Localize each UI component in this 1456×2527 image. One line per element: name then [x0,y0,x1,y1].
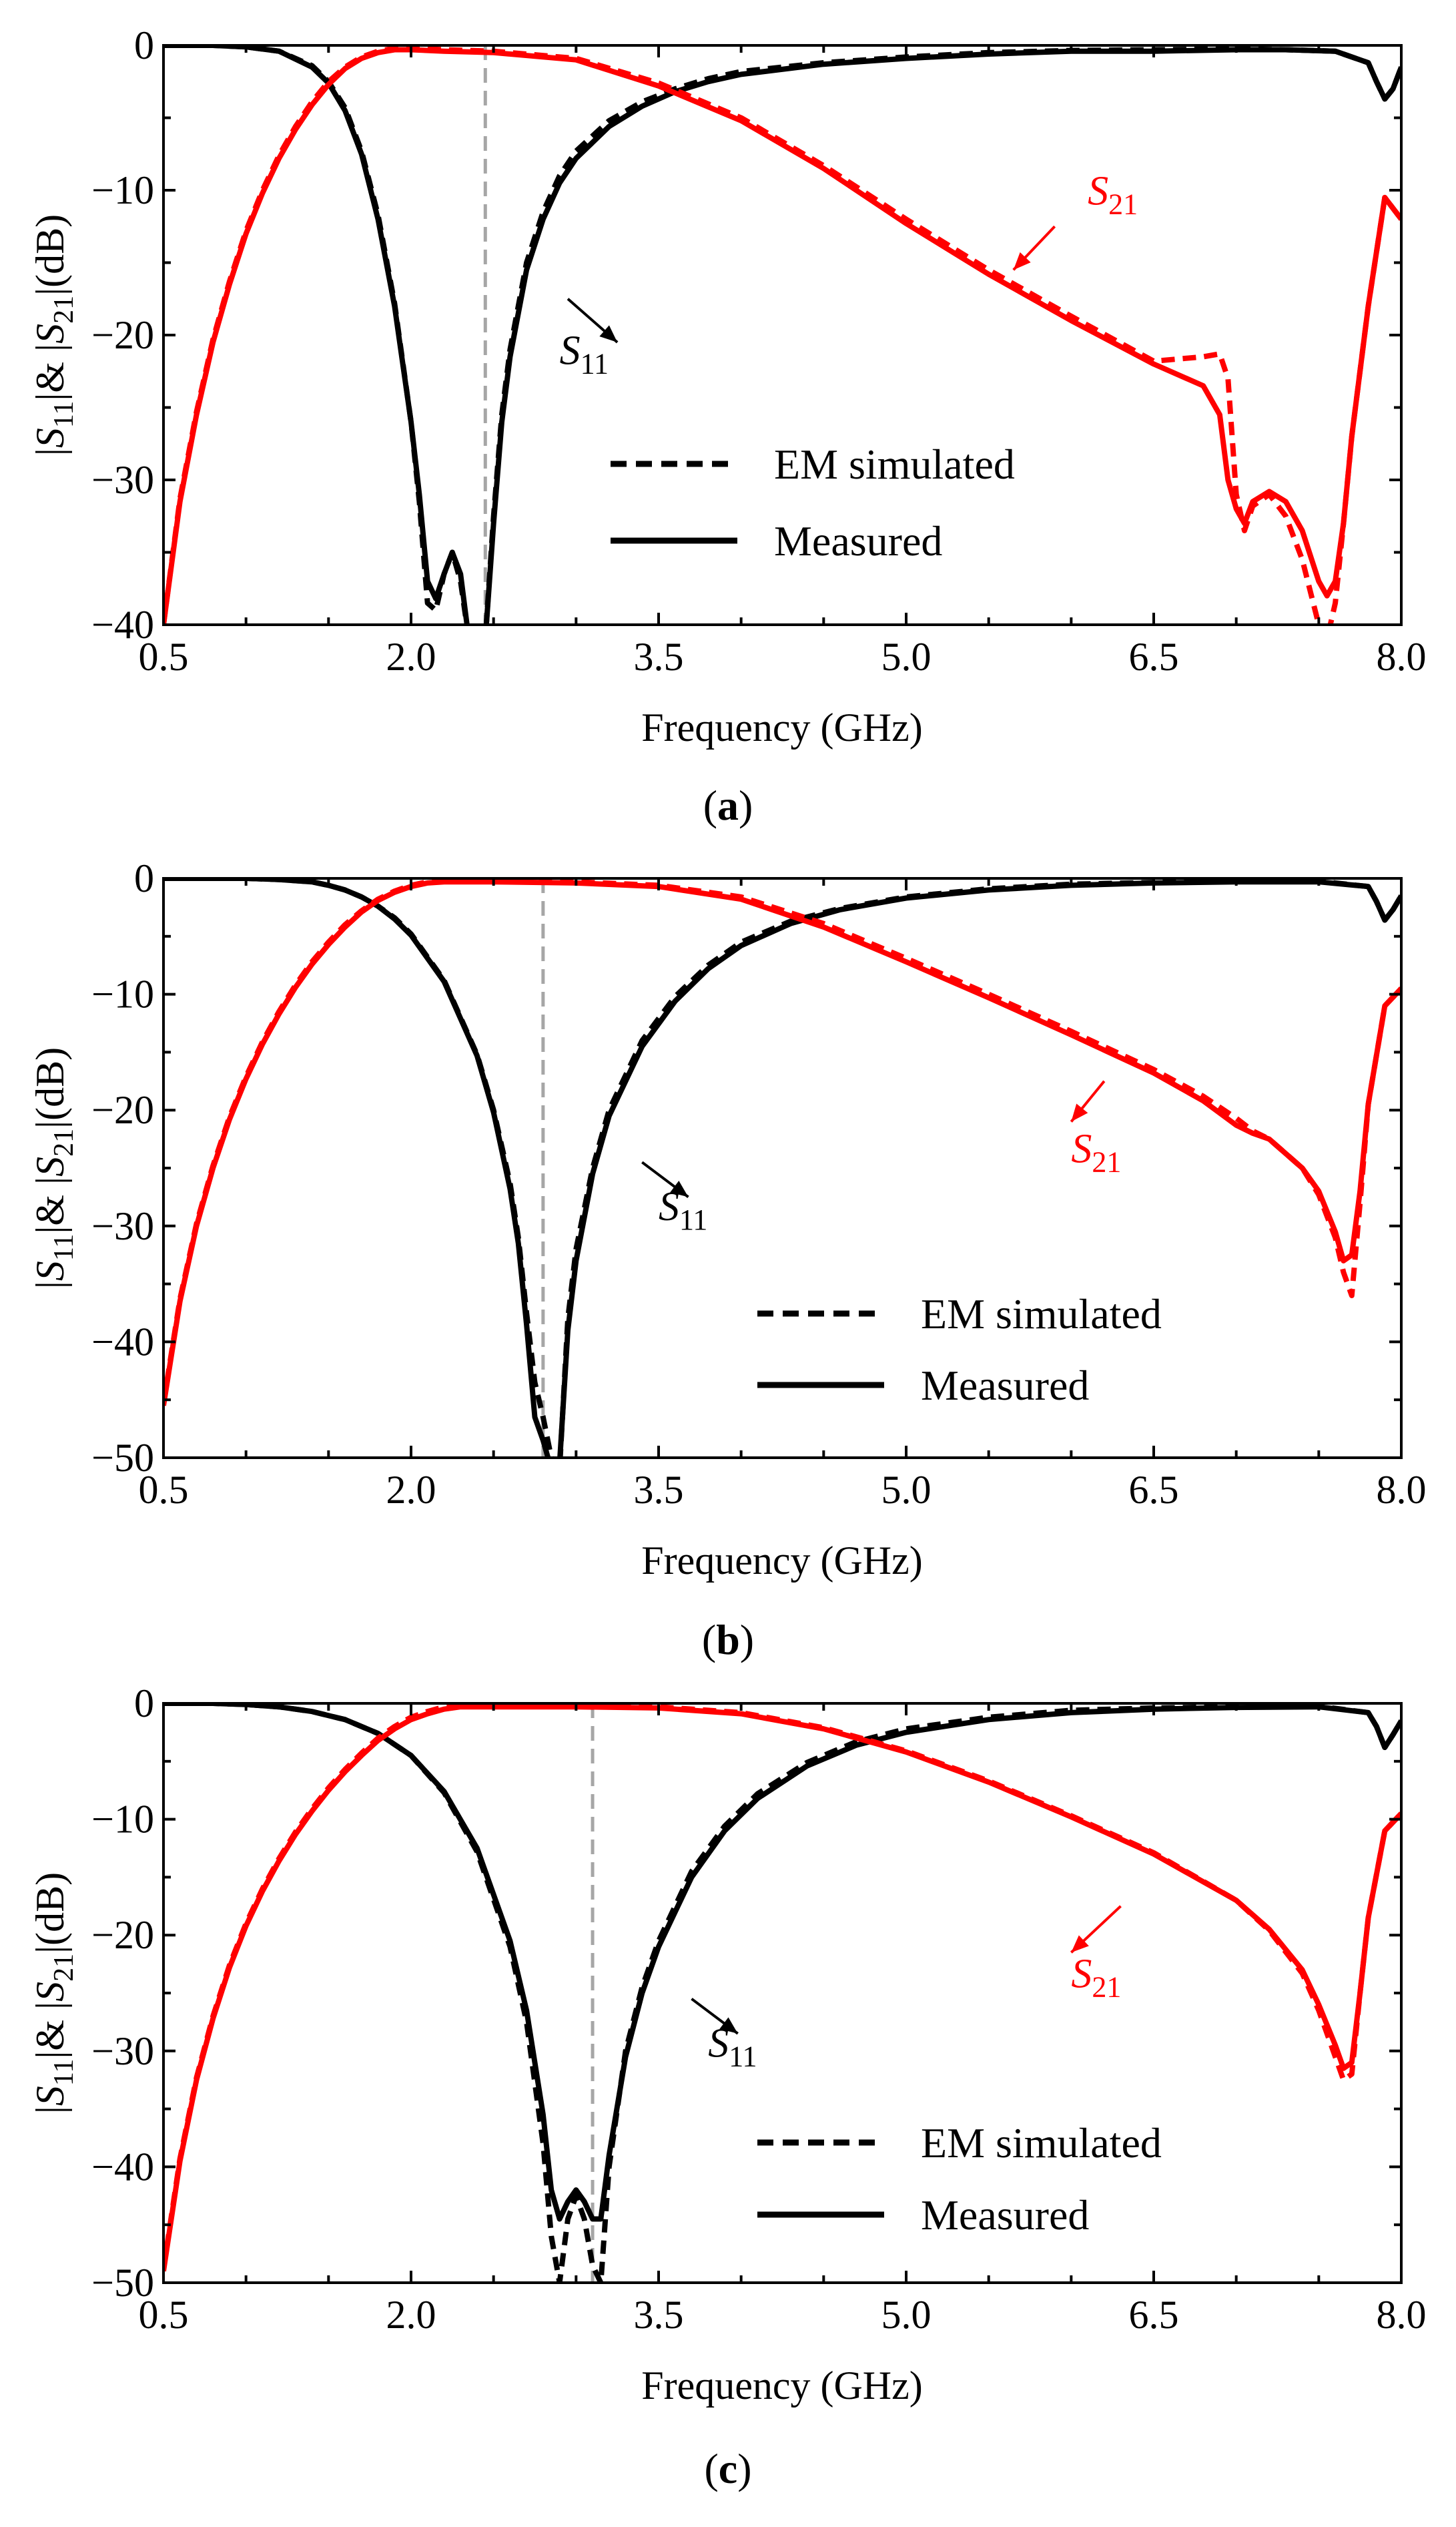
y-tick-label: −10 [91,972,154,1017]
y-tick-label: −20 [91,1913,154,1957]
x-tick-label: 3.5 [634,635,684,679]
legend-label-measured: Measured [774,517,942,565]
s21-arrow-head [1013,252,1031,270]
x-tick-label: 6.5 [1129,2293,1179,2337]
x-tick-label: 3.5 [634,1468,684,1512]
x-tick-label: 5.0 [881,2293,932,2337]
s11-em-simulated-line [163,878,1401,1458]
series-layer [163,45,1401,625]
x-tick-label: 5.0 [881,1468,932,1512]
legend-label-em-simulated: EM simulated [921,2119,1162,2167]
x-tick-label: 0.5 [139,635,189,679]
annotations: S11 S21 [691,1905,1122,2072]
y-tick-label: −30 [91,2029,154,2073]
y-tick-label: −40 [91,2145,154,2189]
legend: EM simulated Measured [757,1290,1162,1409]
s11-em-simulated-line [163,1703,1401,2283]
y-tick-labels: 0 −10 −20 −30 −40 [91,23,154,647]
x-tick-label: 6.5 [1129,1468,1179,1512]
s11-annotation: S11 [560,328,609,380]
legend-label-em-simulated: EM simulated [774,441,1015,488]
y-tick-label: −50 [91,1436,154,1480]
y-tick-label: 0 [134,856,154,900]
x-tick-label: 8.0 [1377,1468,1427,1512]
legend: EM simulated Measured [611,441,1015,565]
x-axis-label: Frequency (GHz) [641,706,923,750]
legend: EM simulated Measured [757,2119,1162,2239]
x-tick-label: 8.0 [1377,2293,1427,2337]
y-tick-label: −40 [91,603,154,647]
axis-ticks [162,44,1403,626]
s11-annotation: S11 [659,1184,707,1236]
annotations: S11 S21 [560,169,1138,380]
panel-a: 0.5 2.0 3.5 5.0 6.5 8.0 0 −10 −20 −30 −40 Frequen… [28,23,1427,829]
caption-c: (c) [704,2445,751,2492]
y-tick-label: −20 [91,313,154,357]
y-tick-label: −10 [91,1797,154,1842]
x-axis-label: Frequency (GHz) [641,1538,923,1583]
s11-measured-line [163,45,1401,625]
caption-a: (a) [703,782,753,829]
s21-annotation: S21 [1071,1126,1121,1178]
s11-em-simulated-line [163,45,1401,625]
y-axis-label: |S11|& |S21|(dB) [28,1047,79,1289]
x-tick-label: 3.5 [634,2293,684,2337]
x-tick-label: 2.0 [386,635,436,679]
x-tick-label: 0.5 [139,1468,189,1512]
s11-arrow-head [599,325,618,342]
annotations: S11 S21 [641,1080,1121,1236]
s21-arrow-head [1071,1935,1089,1953]
y-tick-label: 0 [134,1681,154,1725]
panel-c: 0.5 2.0 3.5 5.0 6.5 8.0 0 −10 −20 −30 −40 −50 Freq… [28,1681,1427,2492]
y-tick-label: −40 [91,1320,154,1364]
s11-arrow-head [670,1180,689,1197]
s21-em-simulated-line [163,878,1401,1404]
x-tick-label: 6.5 [1129,635,1179,679]
y-tick-labels: 0 −10 −20 −30 −40 −50 [91,1681,154,2305]
x-tick-labels: 0.5 2.0 3.5 5.0 6.5 8.0 [139,635,1427,679]
x-tick-label: 2.0 [386,1468,436,1512]
y-tick-labels: 0 −10 −20 −30 −40 −50 [91,856,154,1480]
x-tick-label: 0.5 [139,2293,189,2337]
y-tick-label: −20 [91,1088,154,1132]
x-tick-labels: 0.5 2.0 3.5 5.0 6.5 8.0 [139,2293,1427,2337]
legend-label-measured: Measured [921,1362,1089,1409]
legend-label-em-simulated: EM simulated [921,1290,1162,1338]
y-tick-label: −30 [91,458,154,502]
x-tick-label: 8.0 [1377,635,1427,679]
y-axis-label: |S11|& |S21|(dB) [28,1872,79,2114]
y-axis-label: |S11|& |S21|(dB) [28,214,79,456]
caption-b: (b) [702,1616,754,1663]
x-tick-label: 5.0 [881,635,932,679]
s21-annotation: S21 [1088,169,1138,221]
y-tick-label: −30 [91,1204,154,1248]
s11-annotation: S11 [708,2020,757,2072]
x-tick-label: 2.0 [386,2293,436,2337]
y-tick-label: −10 [91,168,154,212]
axis-ticks [162,1702,1403,2284]
s21-annotation: S21 [1071,1951,1121,2003]
axis-ticks [162,877,1403,1459]
legend-label-measured: Measured [921,2191,1089,2239]
s11-arrow-head [719,2017,738,2034]
y-tick-label: 0 [134,23,154,67]
y-tick-label: −50 [91,2261,154,2305]
x-axis-label: Frequency (GHz) [641,2363,923,2408]
s21-arrow-head [1071,1103,1088,1122]
x-tick-labels: 0.5 2.0 3.5 5.0 6.5 8.0 [139,1468,1427,1512]
panel-b: 0.5 2.0 3.5 5.0 6.5 8.0 0 −10 −20 −30 −40 −50 Freq… [28,856,1427,1663]
